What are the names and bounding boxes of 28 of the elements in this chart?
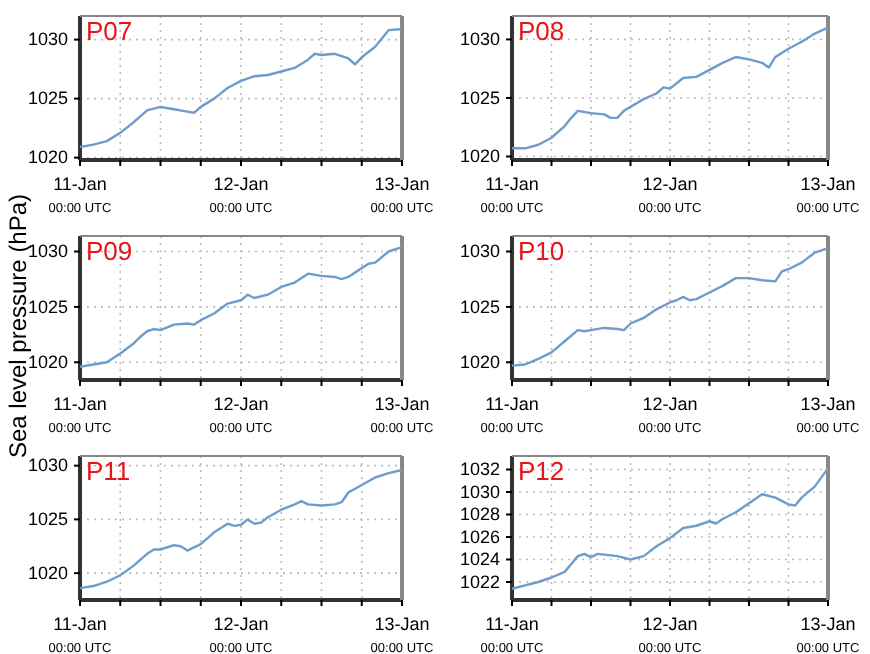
y-tick-label: 1032 [459, 459, 500, 480]
y-tick-label: 1030 [27, 241, 68, 262]
y-tick-label: 1030 [27, 29, 68, 50]
y-tick-label: 1028 [459, 504, 500, 525]
y-tick-label: 1025 [27, 509, 68, 530]
y-tick-label: 1030 [27, 455, 68, 476]
y-tick-label: 1030 [459, 481, 500, 502]
y-tick-label: 1030 [459, 241, 500, 262]
chart-title: P08 [518, 16, 565, 46]
y-tick-label: 1025 [459, 296, 500, 317]
y-tick-label: 1030 [459, 29, 500, 50]
y-tick-label: 1024 [459, 549, 500, 570]
chart-title: P11 [86, 456, 131, 486]
y-tick-label: 1020 [27, 562, 68, 583]
y-tick-label: 1026 [459, 526, 500, 547]
y-tick-label: 1020 [27, 147, 68, 168]
y-tick-label: 1025 [27, 296, 68, 317]
y-tick-label: 1020 [459, 352, 500, 373]
chart-title: P09 [86, 236, 133, 266]
y-axis-title: Sea level pressure (hPa) [4, 193, 32, 459]
chart-title: P10 [518, 236, 565, 266]
y-tick-label: 1020 [459, 146, 500, 167]
y-tick-label: 1025 [459, 87, 500, 108]
chart-title: P07 [86, 16, 133, 46]
chart-title: P12 [518, 456, 565, 486]
y-tick-label: 1022 [459, 571, 500, 592]
y-tick-label: 1020 [27, 352, 68, 373]
y-tick-label: 1025 [27, 88, 68, 109]
